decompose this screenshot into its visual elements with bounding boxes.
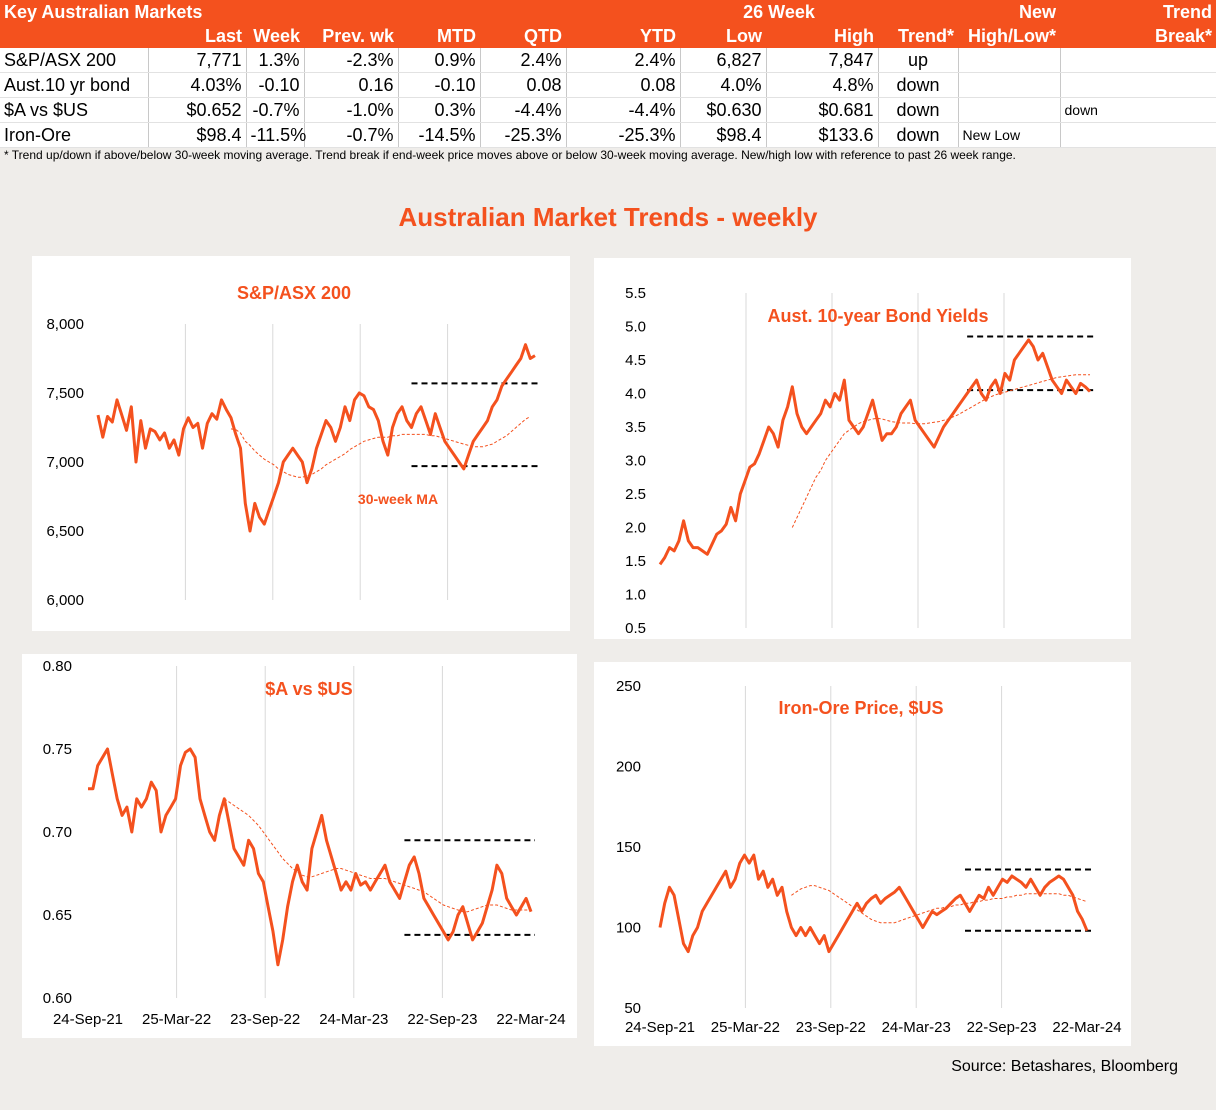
- x-tick-label: 24-Sep-21: [53, 1011, 123, 1028]
- table-row: S&P/ASX 200 7,771 1.3% -2.3% 0.9% 2.4% 2…: [0, 48, 1216, 73]
- bond-chart-panel: 0.5 1.0 1.5 2.0 2.5 3.0 3.5 4.0 4.5 5.0 5.5 Aust. 1…: [594, 258, 1131, 639]
- x-tick-label: 22-Sep-23: [407, 1011, 477, 1028]
- ironore-chart: 50 100 150 200 250 24-Sep-21 25-Mar-22 23-Sep-2…: [616, 678, 1122, 1036]
- header-new: New: [958, 0, 1060, 24]
- table-header-row-2: Last Week Prev. wk MTD QTD YTD Low High …: [0, 24, 1216, 48]
- y-tick-label: 0.70: [43, 824, 72, 841]
- x-tick-label: 25-Mar-22: [142, 1011, 211, 1028]
- y-tick-label: 1.0: [625, 587, 646, 604]
- header-high: High: [766, 24, 878, 48]
- y-tick-label: 0.65: [43, 907, 72, 924]
- x-tick-label: 23-Sep-22: [230, 1011, 300, 1028]
- table-row: Iron-Ore $98.4 -11.5% -0.7% -14.5% -25.3…: [0, 122, 1216, 148]
- x-tick-label: 25-Mar-22: [711, 1019, 780, 1036]
- header-mtd: MTD: [398, 24, 480, 48]
- y-tick-label: 0.80: [43, 658, 72, 675]
- header-qtd: QTD: [480, 24, 566, 48]
- chart-title: Aust. 10-year Bond Yields: [767, 306, 988, 326]
- price-series-line: [88, 747, 533, 967]
- y-tick-label: 3.5: [625, 419, 646, 436]
- bond-chart: 0.5 1.0 1.5 2.0 2.5 3.0 3.5 4.0 4.5 5.0 5.5 Aust. 1…: [625, 285, 1094, 637]
- header-high-low: High/Low*: [958, 24, 1060, 48]
- y-tick-label: 0.60: [43, 990, 72, 1007]
- y-tick-label: 0.75: [43, 741, 72, 758]
- x-tick-label: 24-Mar-23: [882, 1019, 951, 1036]
- y-tick-label: 50: [624, 1000, 641, 1017]
- y-tick-label: 5.5: [625, 285, 646, 302]
- header-26-week: 26 Week: [680, 0, 878, 24]
- markets-table: Key Australian Markets 26 Week New Trend…: [0, 0, 1216, 148]
- price-series-line: [658, 853, 1089, 954]
- table-header-row-1: Key Australian Markets 26 Week New Trend: [0, 0, 1216, 24]
- header-ytd: YTD: [566, 24, 680, 48]
- y-tick-label: 7,500: [46, 385, 84, 402]
- price-series-line: [96, 343, 536, 533]
- chart-title: Iron-Ore Price, $US: [778, 698, 943, 718]
- header-low: Low: [680, 24, 766, 48]
- y-tick-label: 2.0: [625, 520, 646, 537]
- x-tick-label: 22-Mar-24: [496, 1011, 565, 1028]
- y-tick-label: 6,500: [46, 523, 84, 540]
- aud-chart-panel: 0.60 0.65 0.70 0.75 0.80 24-Sep-21 25-Mar-22 23…: [22, 654, 577, 1038]
- header-last: Last: [148, 24, 246, 48]
- header-trend-col: Trend*: [878, 24, 958, 48]
- x-tick-label: 22-Mar-24: [1052, 1019, 1121, 1036]
- y-tick-label: 6,000: [46, 592, 84, 609]
- source-note: Source: Betashares, Bloomberg: [951, 1058, 1178, 1075]
- ironore-chart-panel: 50 100 150 200 250 24-Sep-21 25-Mar-22 23-Sep-2…: [594, 662, 1131, 1046]
- y-tick-label: 0.5: [625, 620, 646, 637]
- y-tick-label: 3.0: [625, 453, 646, 470]
- price-series-line: [658, 338, 1092, 566]
- chart-title: $A vs $US: [265, 679, 352, 699]
- asx-chart-panel: 6,000 6,500 7,000 7,500 8,000 S&P/ASX 200 30-w…: [32, 256, 570, 631]
- x-tick-label: 22-Sep-23: [967, 1019, 1037, 1036]
- x-tick-label: 23-Sep-22: [796, 1019, 866, 1036]
- x-tick-label: 24-Mar-23: [319, 1011, 388, 1028]
- header-break: Break*: [1060, 24, 1216, 48]
- y-tick-label: 200: [616, 759, 641, 776]
- table-title: Key Australian Markets: [0, 0, 202, 24]
- ma-series-line: [791, 885, 1088, 924]
- table-row: $A vs $US $0.652 -0.7% -1.0% 0.3% -4.4% …: [0, 97, 1216, 123]
- y-tick-label: 150: [616, 839, 641, 856]
- y-tick-label: 2.5: [625, 486, 646, 503]
- y-tick-label: 250: [616, 678, 641, 695]
- y-tick-label: 4.0: [625, 386, 646, 403]
- y-tick-label: 4.5: [625, 352, 646, 369]
- asx-chart: 6,000 6,500 7,000 7,500 8,000 S&P/ASX 200 30-w…: [46, 283, 539, 609]
- header-trend: Trend: [1060, 0, 1216, 24]
- x-tick-label: 24-Sep-21: [625, 1019, 695, 1036]
- y-tick-label: 8,000: [46, 316, 84, 333]
- y-tick-label: 7,000: [46, 454, 84, 471]
- ma-annotation: 30-week MA: [358, 491, 438, 507]
- page-title: Australian Market Trends - weekly: [398, 202, 818, 232]
- y-tick-label: 5.0: [625, 319, 646, 336]
- table-footnote: * Trend up/down if above/below 30-week m…: [4, 148, 1016, 162]
- y-tick-label: 1.5: [625, 553, 646, 570]
- ma-series-line: [791, 374, 1090, 528]
- header-week: Week: [246, 24, 304, 48]
- aud-chart: 0.60 0.65 0.70 0.75 0.80 24-Sep-21 25-Mar-22 23…: [43, 658, 566, 1028]
- table-row: Aust.10 yr bond 4.03% -0.10 0.16 -0.10 0…: [0, 72, 1216, 98]
- header-prev-wk: Prev. wk: [304, 24, 398, 48]
- y-tick-label: 100: [616, 920, 641, 937]
- ma-series-line: [224, 798, 531, 913]
- chart-title: S&P/ASX 200: [237, 283, 351, 303]
